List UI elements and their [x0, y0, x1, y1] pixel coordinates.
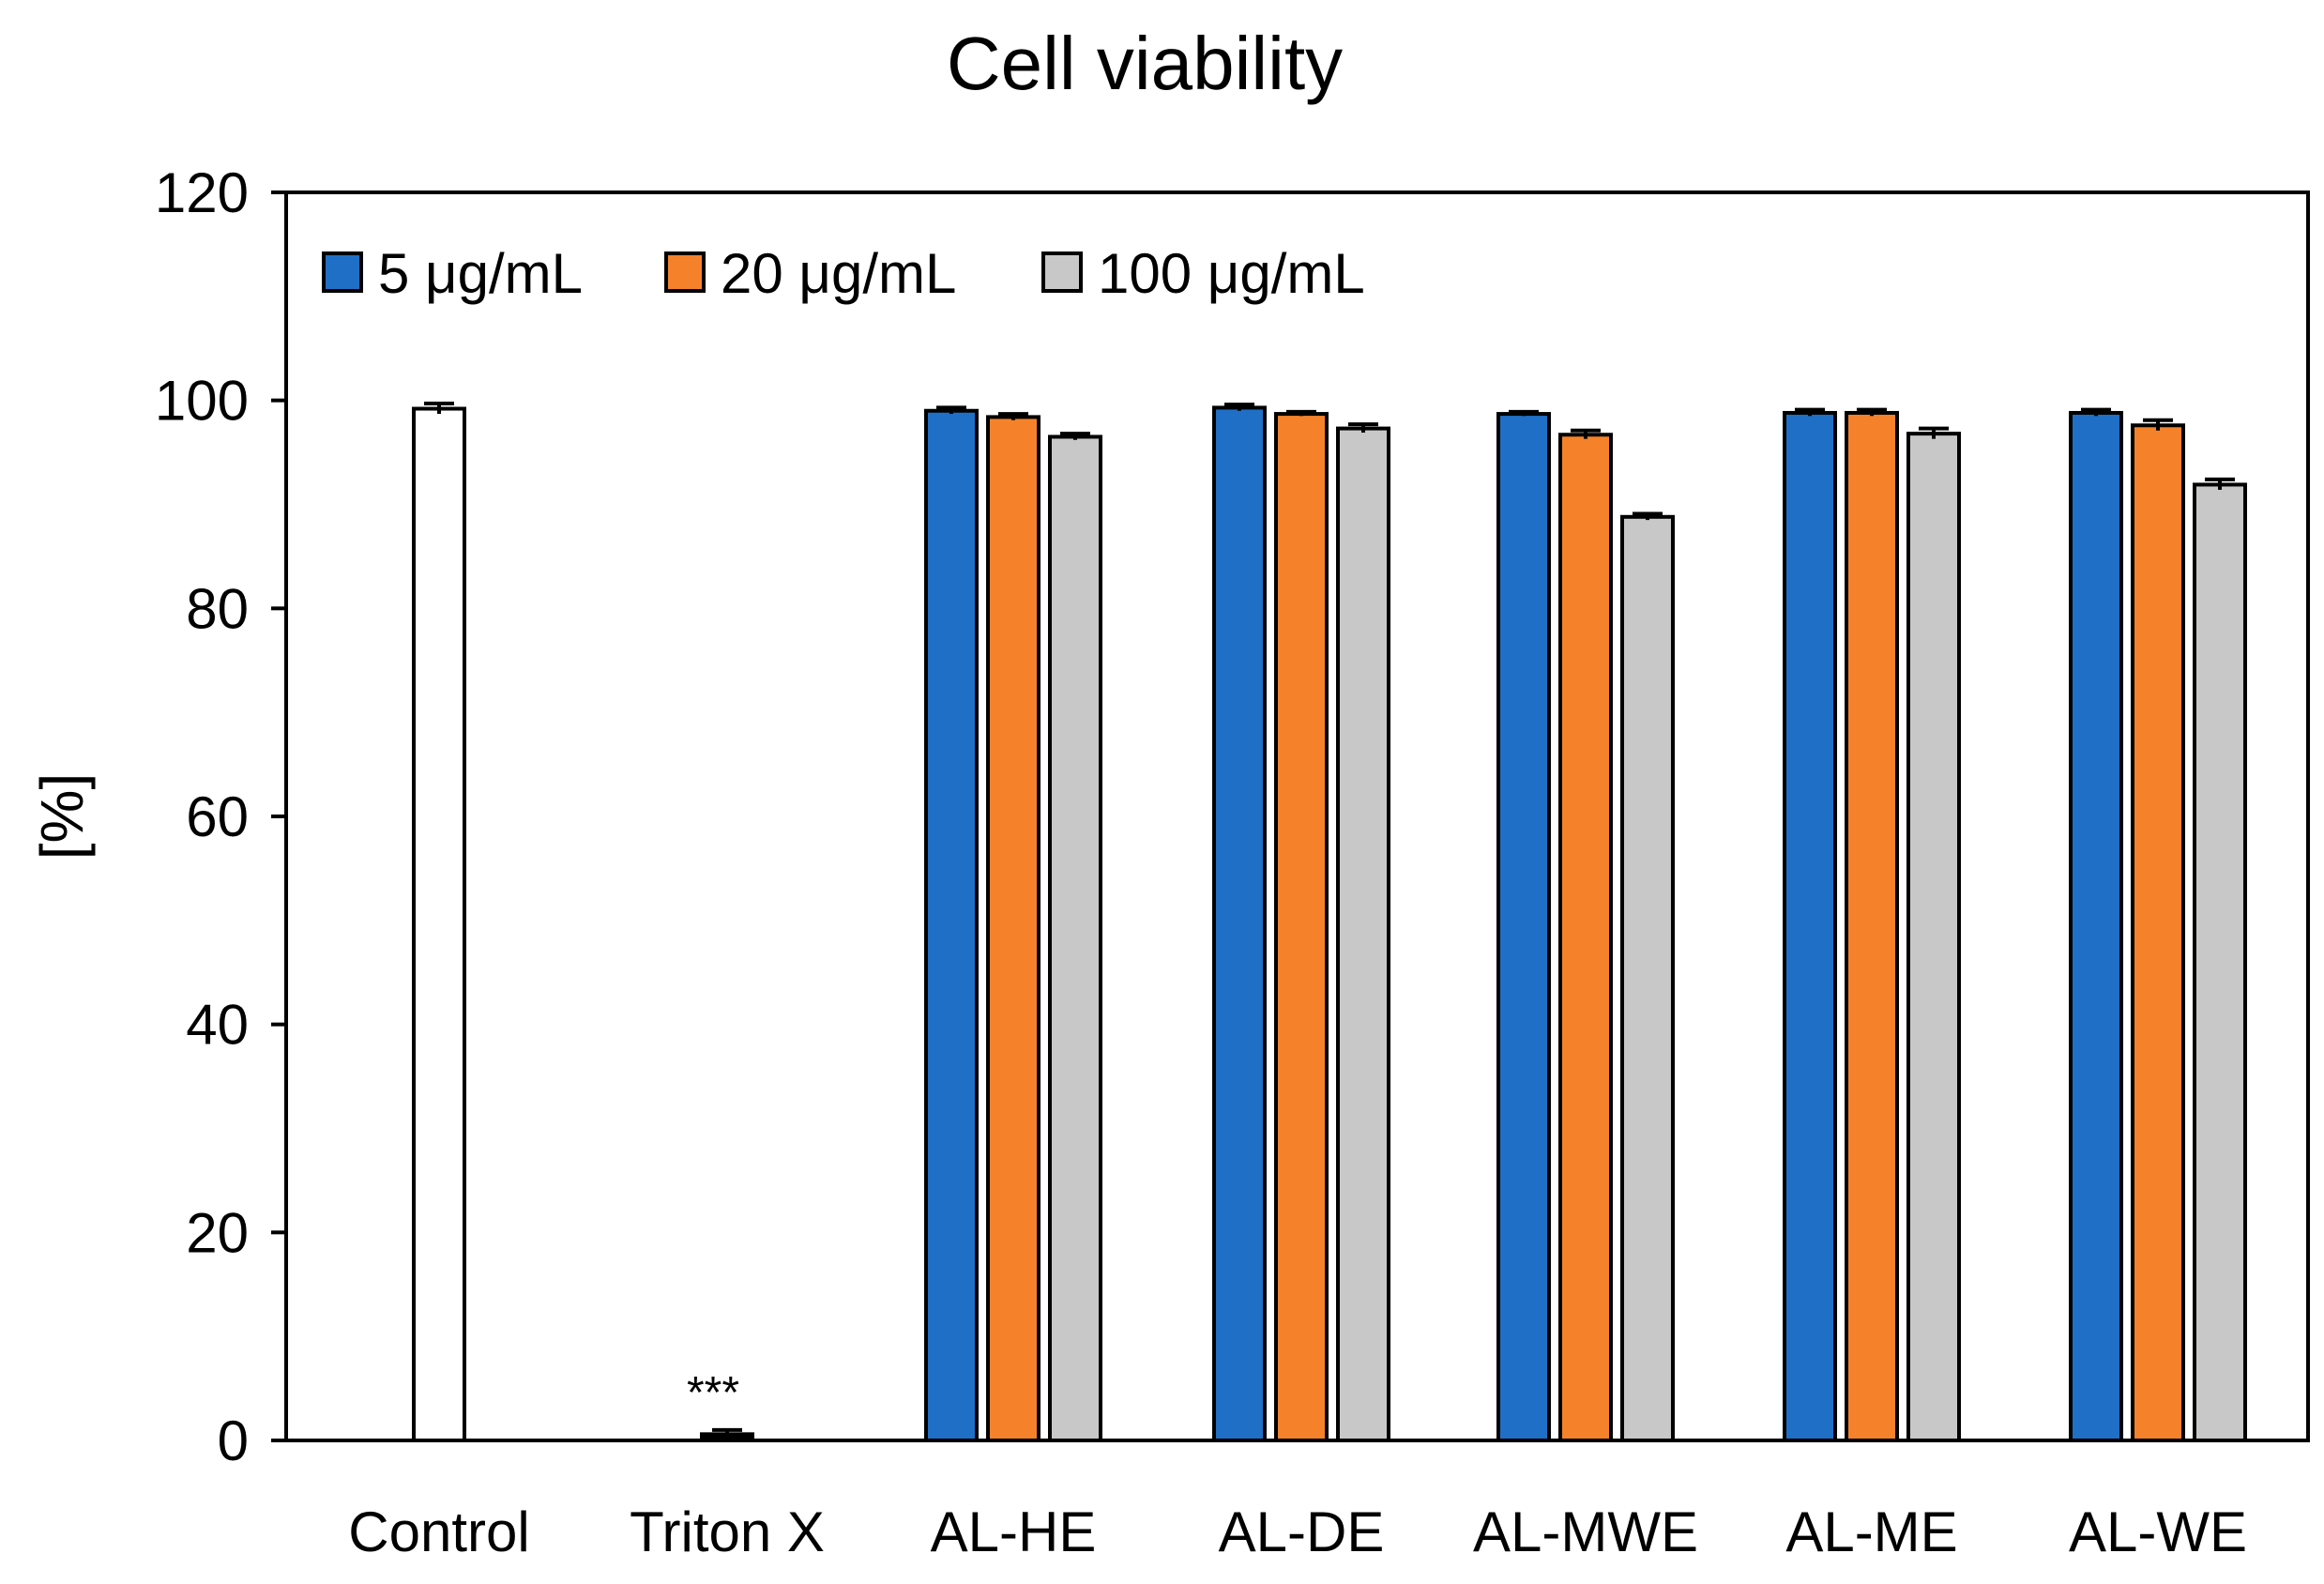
x-category-label: AL-WE — [2069, 1500, 2247, 1563]
legend-label: 20 μg/mL — [721, 242, 956, 305]
y-tick-label: 20 — [186, 1201, 249, 1264]
legend-swatch — [1041, 251, 1083, 293]
bar-al-de-series-1 — [1212, 405, 1267, 1442]
y-axis-label: [%] — [28, 773, 96, 860]
bar-al-we-series-1 — [2069, 410, 2123, 1442]
bar-al-de-series-3 — [1336, 426, 1390, 1442]
bar-al-he-series-3 — [1048, 434, 1102, 1442]
x-category-labels: Control Triton X AL-HE AL-DE AL-MWE AL-ME AL-W… — [348, 1500, 2247, 1563]
bar-al-we-series-3 — [2193, 482, 2247, 1442]
legend-label: 100 μg/mL — [1098, 242, 1365, 305]
bar-al-me-series-2 — [1845, 410, 1899, 1442]
bar-al-me-series-1 — [1783, 410, 1837, 1442]
y-tick-label: 80 — [186, 577, 249, 640]
x-category-label: AL-MWE — [1473, 1500, 1698, 1563]
y-ticks: 0 20 40 60 80 100 120 — [155, 161, 286, 1472]
y-tick-label: 40 — [186, 994, 249, 1057]
significance-annotation: *** — [687, 1368, 739, 1418]
bar-al-he-series-2 — [986, 415, 1040, 1442]
bar-al-me-series-3 — [1906, 432, 1961, 1443]
bar-al-mwe-series-1 — [1496, 412, 1551, 1443]
x-category-label: Control — [348, 1500, 529, 1563]
y-tick-label: 0 — [218, 1409, 249, 1472]
bar-control — [412, 406, 466, 1442]
y-tick-label: 100 — [155, 370, 249, 433]
legend-swatch — [664, 251, 706, 293]
x-category-label: AL-ME — [1785, 1500, 1957, 1563]
y-tick-label: 120 — [155, 161, 249, 224]
bar-al-mwe-series-2 — [1558, 433, 1613, 1442]
bars-layer — [412, 401, 2247, 1443]
bar-al-he-series-1 — [924, 408, 979, 1442]
legend-swatch — [322, 251, 363, 293]
bar-al-we-series-2 — [2131, 423, 2185, 1442]
x-category-label: AL-HE — [931, 1500, 1097, 1563]
plot-frame — [284, 190, 2310, 1442]
legend-label: 5 μg/mL — [378, 242, 583, 305]
x-category-label: Triton X — [630, 1500, 825, 1563]
legend: 5 μg/mL 20 μg/mL 100 μg/mL — [322, 242, 1365, 305]
bar-al-mwe-series-3 — [1620, 514, 1675, 1442]
y-tick-label: 60 — [186, 785, 249, 848]
chart-title: Cell viability — [947, 22, 1343, 105]
x-category-label: AL-DE — [1219, 1500, 1385, 1563]
bar-al-de-series-2 — [1274, 412, 1329, 1443]
